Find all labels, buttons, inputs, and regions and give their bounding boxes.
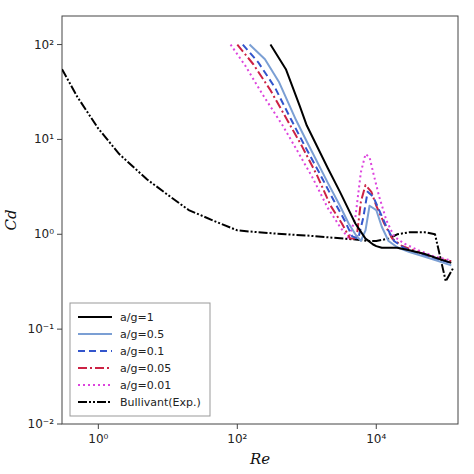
- x-tick: [237, 424, 238, 429]
- y-tick: [57, 139, 62, 140]
- series-line: [250, 45, 452, 266]
- x-tick: [98, 424, 99, 429]
- plot-frame: [62, 16, 458, 424]
- series-line: [243, 45, 451, 263]
- series-line: [237, 45, 451, 262]
- legend-label: a/g=1: [120, 311, 154, 324]
- y-tick-label: 10⁰: [34, 227, 54, 241]
- y-tick-label: 10⁻²: [28, 417, 55, 431]
- y-tick-label: 10¹: [34, 132, 54, 146]
- legend-label: a/g=0.01: [120, 379, 171, 392]
- legend-swatch: [78, 401, 112, 403]
- legend: a/g=1 a/g=0.5 a/g=0.1 a/g=0.05 a/g=0.01 Bulli…: [70, 303, 210, 416]
- y-tick-label: 10⁻¹: [28, 322, 55, 336]
- y-tick-label: 10²: [34, 38, 54, 52]
- legend-swatch: [78, 367, 112, 369]
- legend-swatch: [78, 384, 112, 386]
- legend-swatch: [78, 316, 112, 318]
- legend-box: [70, 303, 210, 416]
- plot-area: [62, 45, 454, 282]
- series-line: [270, 45, 451, 263]
- legend-label: a/g=0.05: [120, 362, 171, 375]
- series-line: [62, 69, 454, 281]
- legend-label: a/g=0.5: [120, 328, 164, 341]
- legend-label: a/g=0.1: [120, 345, 164, 358]
- x-tick: [376, 424, 377, 429]
- chart: 10⁰10²10⁴10⁻²10⁻¹10⁰10¹10²ReCda/g=1a/g=0…: [0, 0, 474, 474]
- y-tick: [57, 329, 62, 330]
- x-axis-label: Re: [249, 450, 270, 468]
- series-line: [231, 45, 452, 261]
- y-axis-label: Cd: [2, 209, 20, 230]
- legend-swatch: [78, 350, 112, 352]
- legend-swatch: [78, 333, 112, 335]
- y-tick: [57, 44, 62, 45]
- x-tick-label: 10⁰: [88, 432, 108, 446]
- x-tick-label: 10²: [227, 432, 247, 446]
- x-tick-label: 10⁴: [366, 432, 386, 446]
- legend-label: Bullivant(Exp.): [120, 396, 201, 409]
- y-tick: [57, 424, 62, 425]
- y-tick: [57, 234, 62, 235]
